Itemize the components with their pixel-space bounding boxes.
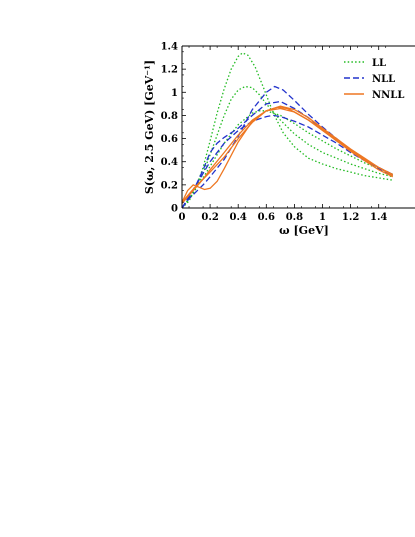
y-tick-label: 0.6	[161, 134, 178, 145]
legend-label-nll: NLL	[372, 74, 395, 85]
legend-label-ll: LL	[372, 58, 386, 69]
x-tick-label: 1.2	[342, 212, 359, 223]
series-nll-curve-2	[182, 100, 394, 208]
legend: LL NLL NNLL	[344, 58, 404, 101]
x-tick-label: 1.4	[370, 212, 387, 223]
axes	[181, 45, 415, 209]
series-nll-curve-1	[182, 114, 394, 208]
y-tick-label: 1	[171, 88, 178, 99]
ticks: 0 0.2 0.4 0.6 0.8 1 1.2 1.4 0 0.2 0.4 0.6 0.8 1 1.2 1.4	[161, 42, 388, 224]
legend-label-nnll: NNLL	[372, 90, 404, 101]
y-tick-label: 1.4	[161, 42, 178, 53]
series-nnll-curve-1	[182, 106, 394, 203]
x-tick-label: 0.2	[201, 212, 218, 223]
x-tick-label: 1	[319, 212, 326, 223]
x-tick-label: 0.6	[258, 212, 275, 223]
y-tick-label: 1.2	[161, 65, 178, 76]
series-nnll-curve-3	[182, 107, 394, 204]
x-axis-label: ω [GeV]	[279, 224, 329, 237]
y-axis-label: S(ω, 2.5 GeV) [GeV⁻¹]	[143, 60, 156, 194]
y-tick-label: 0.4	[161, 157, 178, 168]
y-tick-label: 0.2	[161, 180, 178, 191]
series-nnll-curve-2	[182, 105, 394, 203]
plot-area	[182, 52, 394, 208]
x-tick-label: 0	[179, 212, 186, 223]
y-tick-label: 0	[171, 204, 178, 215]
x-tick-label: 0.4	[229, 212, 246, 223]
x-tick-label: 0.8	[286, 212, 303, 223]
y-tick-label: 0.8	[161, 111, 178, 122]
